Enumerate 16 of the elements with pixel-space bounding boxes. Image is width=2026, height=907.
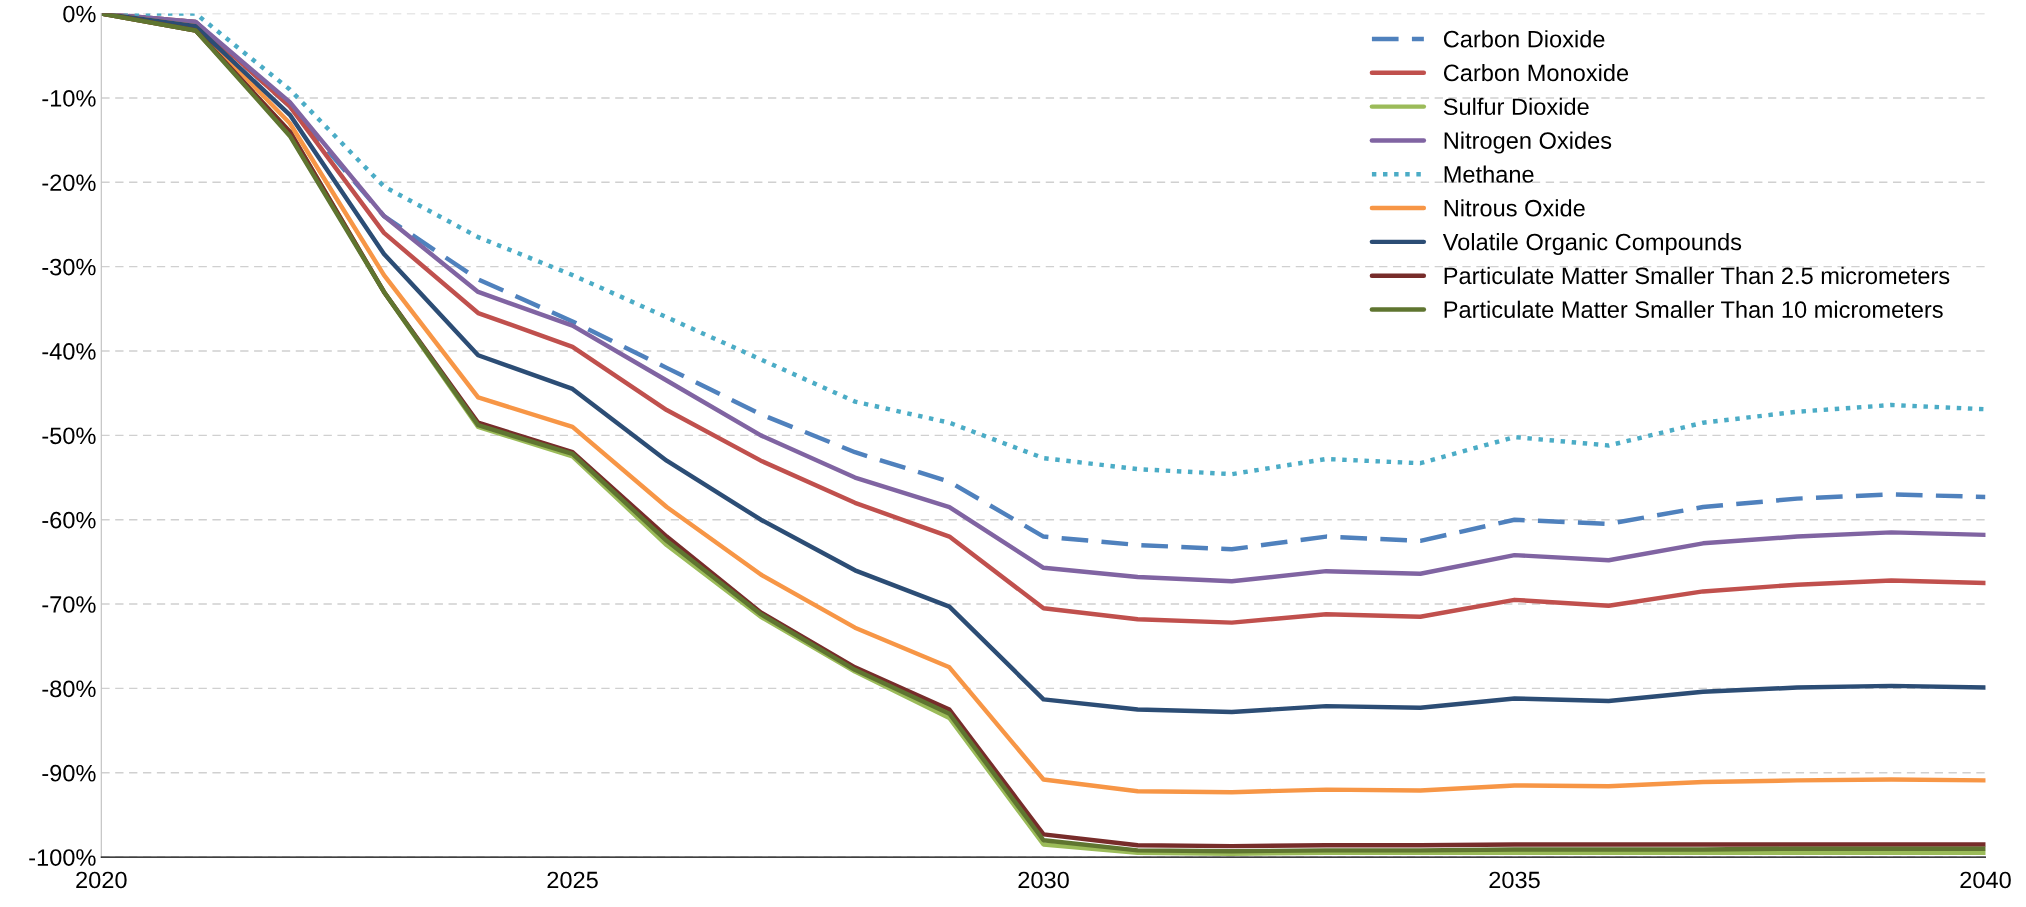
y-tick-label: -90% [42,764,96,782]
y-tick-label: -60% [42,511,96,529]
y-tick-label: -50% [42,427,96,445]
y-tick-label: -30% [42,258,96,276]
y-tick-label: -100% [29,849,96,866]
y-tick-label: -70% [42,596,96,613]
x-tick-label: 2030 [1018,871,1069,889]
x-tick-label: 2020 [76,871,127,889]
y-tick-label: -20% [42,174,96,192]
y-tick-label: -40% [42,343,96,360]
x-tick-label: 2040 [1960,871,2011,889]
x-tick-label: 2025 [547,871,598,889]
x-tick-label: 2035 [1489,871,1540,889]
y-tick-label: 0% [63,5,96,23]
y-tick-label: -10% [42,90,96,107]
y-tick-label: -80% [42,680,96,698]
